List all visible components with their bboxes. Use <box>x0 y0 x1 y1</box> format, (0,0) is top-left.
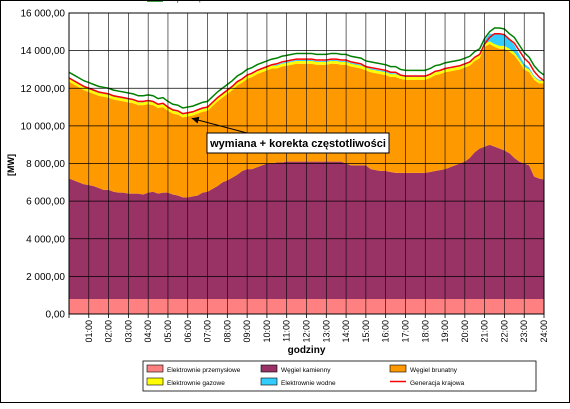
x-tick-label: 03:00 <box>123 320 133 343</box>
y-tick-label: 2 000,00 <box>26 272 65 283</box>
legend-entry: Elektrownie wodne <box>281 380 336 387</box>
x-tick-label: 14:00 <box>341 320 351 343</box>
y-tick-label: 4 000,00 <box>26 234 65 245</box>
y-tick-label: 0,00 <box>46 310 66 321</box>
x-tick-label: 20:00 <box>460 320 470 343</box>
legend-swatch <box>146 364 164 373</box>
legend-entry: Węgiel brunatny <box>410 367 458 374</box>
x-tick-label: 21:00 <box>480 320 490 343</box>
y-tick-label: 6 000,00 <box>26 197 65 208</box>
legend-swatch <box>146 377 164 386</box>
x-tick-label: 10:00 <box>262 320 272 343</box>
annotation-text: wymiana + korekta częstotliwości <box>209 138 386 150</box>
y-tick-label: 8 000,00 <box>26 159 65 170</box>
x-tick-label: 19:00 <box>440 320 450 343</box>
x-tick-label: 24:00 <box>539 320 549 343</box>
plot-border <box>68 12 545 315</box>
legend-entry: Krajowe zapotrzeb. normalne <box>167 1 252 3</box>
x-tick-label: 09:00 <box>242 320 252 343</box>
annotation: wymiana + korekta częstotliwości <box>191 116 390 154</box>
x-tick-label: 07:00 <box>203 320 213 343</box>
legend-entry: Elektrownie gazowe <box>167 380 225 387</box>
x-tick-label: 02:00 <box>104 320 114 343</box>
area-series-4 <box>69 33 544 115</box>
annotation-arrowhead <box>191 116 200 124</box>
y-tick-label: 14 000,00 <box>21 46 66 57</box>
x-tick-label: 22:00 <box>499 320 509 343</box>
x-tick-label: 16:00 <box>381 320 391 343</box>
x-tick-label: 12:00 <box>302 320 312 343</box>
annotation-arrow <box>191 117 248 134</box>
x-tick-label: 05:00 <box>163 320 173 343</box>
y-tick-label: 12 000,00 <box>21 84 66 95</box>
legend-entry: Węgiel kamienny <box>281 367 331 374</box>
x-tick-label: 13:00 <box>321 320 331 343</box>
annotation-box <box>206 132 390 154</box>
legend-entry: Generacja krajowa <box>410 380 465 387</box>
x-tick-label: 23:00 <box>519 320 529 343</box>
x-tick-label: 18:00 <box>420 320 430 343</box>
legend: Elektrownie przemysłowe Węgiel kamienny Wę… <box>142 0 537 392</box>
legend-swatch <box>389 364 407 373</box>
x-tick-label: 08:00 <box>222 320 232 343</box>
legend-swatch <box>260 377 278 386</box>
x-tick-label: 01:00 <box>84 320 94 343</box>
y-tick-label: 16 000,00 <box>21 9 66 20</box>
y-tick-label: 10 000,00 <box>21 121 66 132</box>
x-tick-label: 06:00 <box>183 320 193 343</box>
x-tick-label: 04:00 <box>143 320 153 343</box>
x-axis-label: godziny <box>288 345 326 356</box>
axes: 0,00 2 000,00 4 000,00 6 000,00 8 000,00 10 0… <box>21 9 550 343</box>
legend-box <box>142 360 537 392</box>
y-axis-label: [MW] <box>6 154 16 176</box>
x-tick-label: 17:00 <box>400 320 410 343</box>
x-tick-label: 11:00 <box>282 320 292 342</box>
legend-entry: Elektrownie przemysłowe <box>167 367 241 374</box>
x-tick-label: 15:00 <box>361 320 371 343</box>
legend-swatch <box>260 364 278 373</box>
